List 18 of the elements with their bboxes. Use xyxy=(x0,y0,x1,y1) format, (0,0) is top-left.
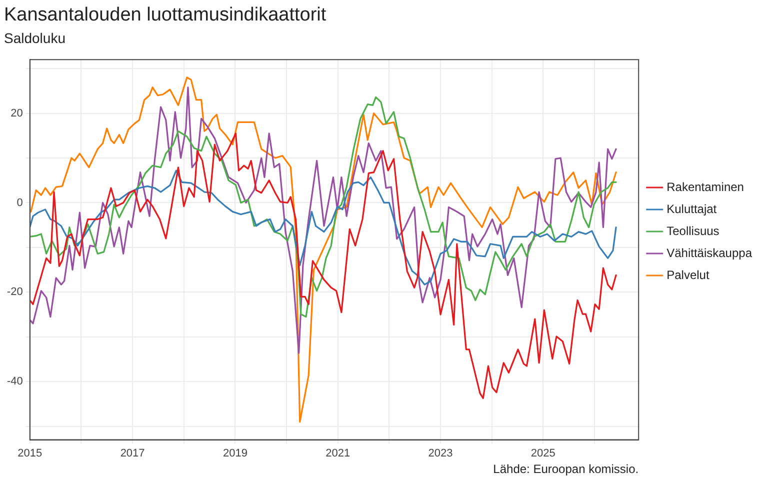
x-tick-label: 2025 xyxy=(530,447,556,460)
x-tick-label: 2021 xyxy=(326,447,350,460)
y-tick-label: 20 xyxy=(10,107,23,120)
y-tick-label: -40 xyxy=(6,376,23,388)
legend-label: Rakentaminen xyxy=(666,180,744,194)
y-tick-label: 0 xyxy=(16,196,23,209)
x-tick-label: 2017 xyxy=(120,447,145,460)
chart-subtitle: Saldoluku xyxy=(4,30,66,46)
y-tick-label: -20 xyxy=(6,286,23,298)
legend-label: Teollisuus xyxy=(666,224,720,238)
chart-title: Kansantalouden luottamusindikaattorit xyxy=(4,4,327,26)
legend-label: Vähittäiskauppa xyxy=(666,246,752,260)
x-tick-label: 2019 xyxy=(222,447,248,460)
x-tick-label: 2023 xyxy=(428,447,453,460)
legend-label: Palvelut xyxy=(666,268,710,282)
legend-label: Kuluttajat xyxy=(666,202,718,216)
text: Lähde: Euroopan komissio. xyxy=(493,462,639,476)
x-tick-label: 2015 xyxy=(18,447,42,460)
